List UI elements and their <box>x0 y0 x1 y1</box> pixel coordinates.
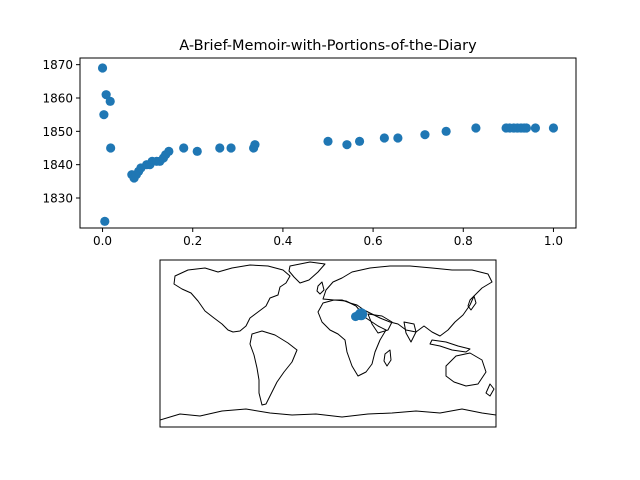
scatter-point <box>106 143 116 153</box>
x-tick-label: 0.6 <box>364 234 383 248</box>
coastline-britain <box>316 281 325 295</box>
scatter-point <box>420 130 430 140</box>
scatter-point <box>521 123 532 133</box>
scatter-point <box>99 110 109 120</box>
coastline-madagascar <box>383 349 392 367</box>
y-tick-label: 1850 <box>42 125 73 139</box>
y-tick-label: 1840 <box>42 158 73 172</box>
map-point <box>355 308 365 318</box>
coastline-japan <box>467 295 477 311</box>
coastline-greenland <box>288 261 326 284</box>
x-axis: 0.0 0.2 0.4 0.6 0.8 1.0 <box>93 228 563 248</box>
y-tick-label: 1870 <box>42 58 73 72</box>
scatter-point <box>215 143 225 153</box>
world-map <box>159 259 497 428</box>
x-tick-label: 1.0 <box>544 234 563 248</box>
x-tick-label: 0.0 <box>93 234 112 248</box>
scatter-point <box>548 123 559 133</box>
y-tick-label: 1830 <box>42 192 73 206</box>
coastline-new-zealand <box>485 383 495 397</box>
scatter-point <box>323 136 333 146</box>
map-points <box>351 308 368 322</box>
coastline-india <box>403 321 417 343</box>
scatter-point <box>164 146 174 156</box>
scatter-point <box>101 90 111 100</box>
scatter-point <box>471 123 481 133</box>
scatter-point <box>192 146 202 156</box>
coastline-eurasia <box>322 265 493 337</box>
coastline-indonesia <box>429 339 471 353</box>
y-tick-label: 1860 <box>42 92 73 106</box>
scatter-chart: A-Brief-Memoir-with-Portions-of-the-Diar… <box>42 38 577 248</box>
coastline-africa <box>317 299 387 377</box>
scatter-point <box>530 123 541 133</box>
coastline-south-america <box>249 330 298 406</box>
scatter-point <box>379 133 389 143</box>
coastline-australia <box>445 352 487 387</box>
y-axis: 1830 1840 1850 1860 1870 <box>42 58 80 206</box>
coastline-north-america <box>173 264 291 333</box>
scatter-point <box>393 133 403 143</box>
scatter-point <box>226 143 236 153</box>
coastline-arabia <box>367 313 393 334</box>
scatter-point <box>100 216 110 226</box>
scatter-point <box>105 96 115 106</box>
map-frame <box>159 259 497 428</box>
coastline-antarctica <box>160 408 496 427</box>
scatter-point <box>179 143 189 153</box>
scatter-point <box>441 126 451 136</box>
scatter-points <box>97 63 559 226</box>
scatter-point <box>97 63 108 73</box>
x-tick-label: 0.8 <box>454 234 473 248</box>
scatter-point <box>250 140 260 150</box>
x-tick-label: 0.2 <box>183 234 202 248</box>
plot-frame <box>79 57 577 229</box>
chart-title: A-Brief-Memoir-with-Portions-of-the-Diar… <box>179 38 477 54</box>
scatter-point <box>342 140 352 150</box>
x-tick-label: 0.4 <box>273 234 292 248</box>
scatter-point <box>354 136 365 146</box>
